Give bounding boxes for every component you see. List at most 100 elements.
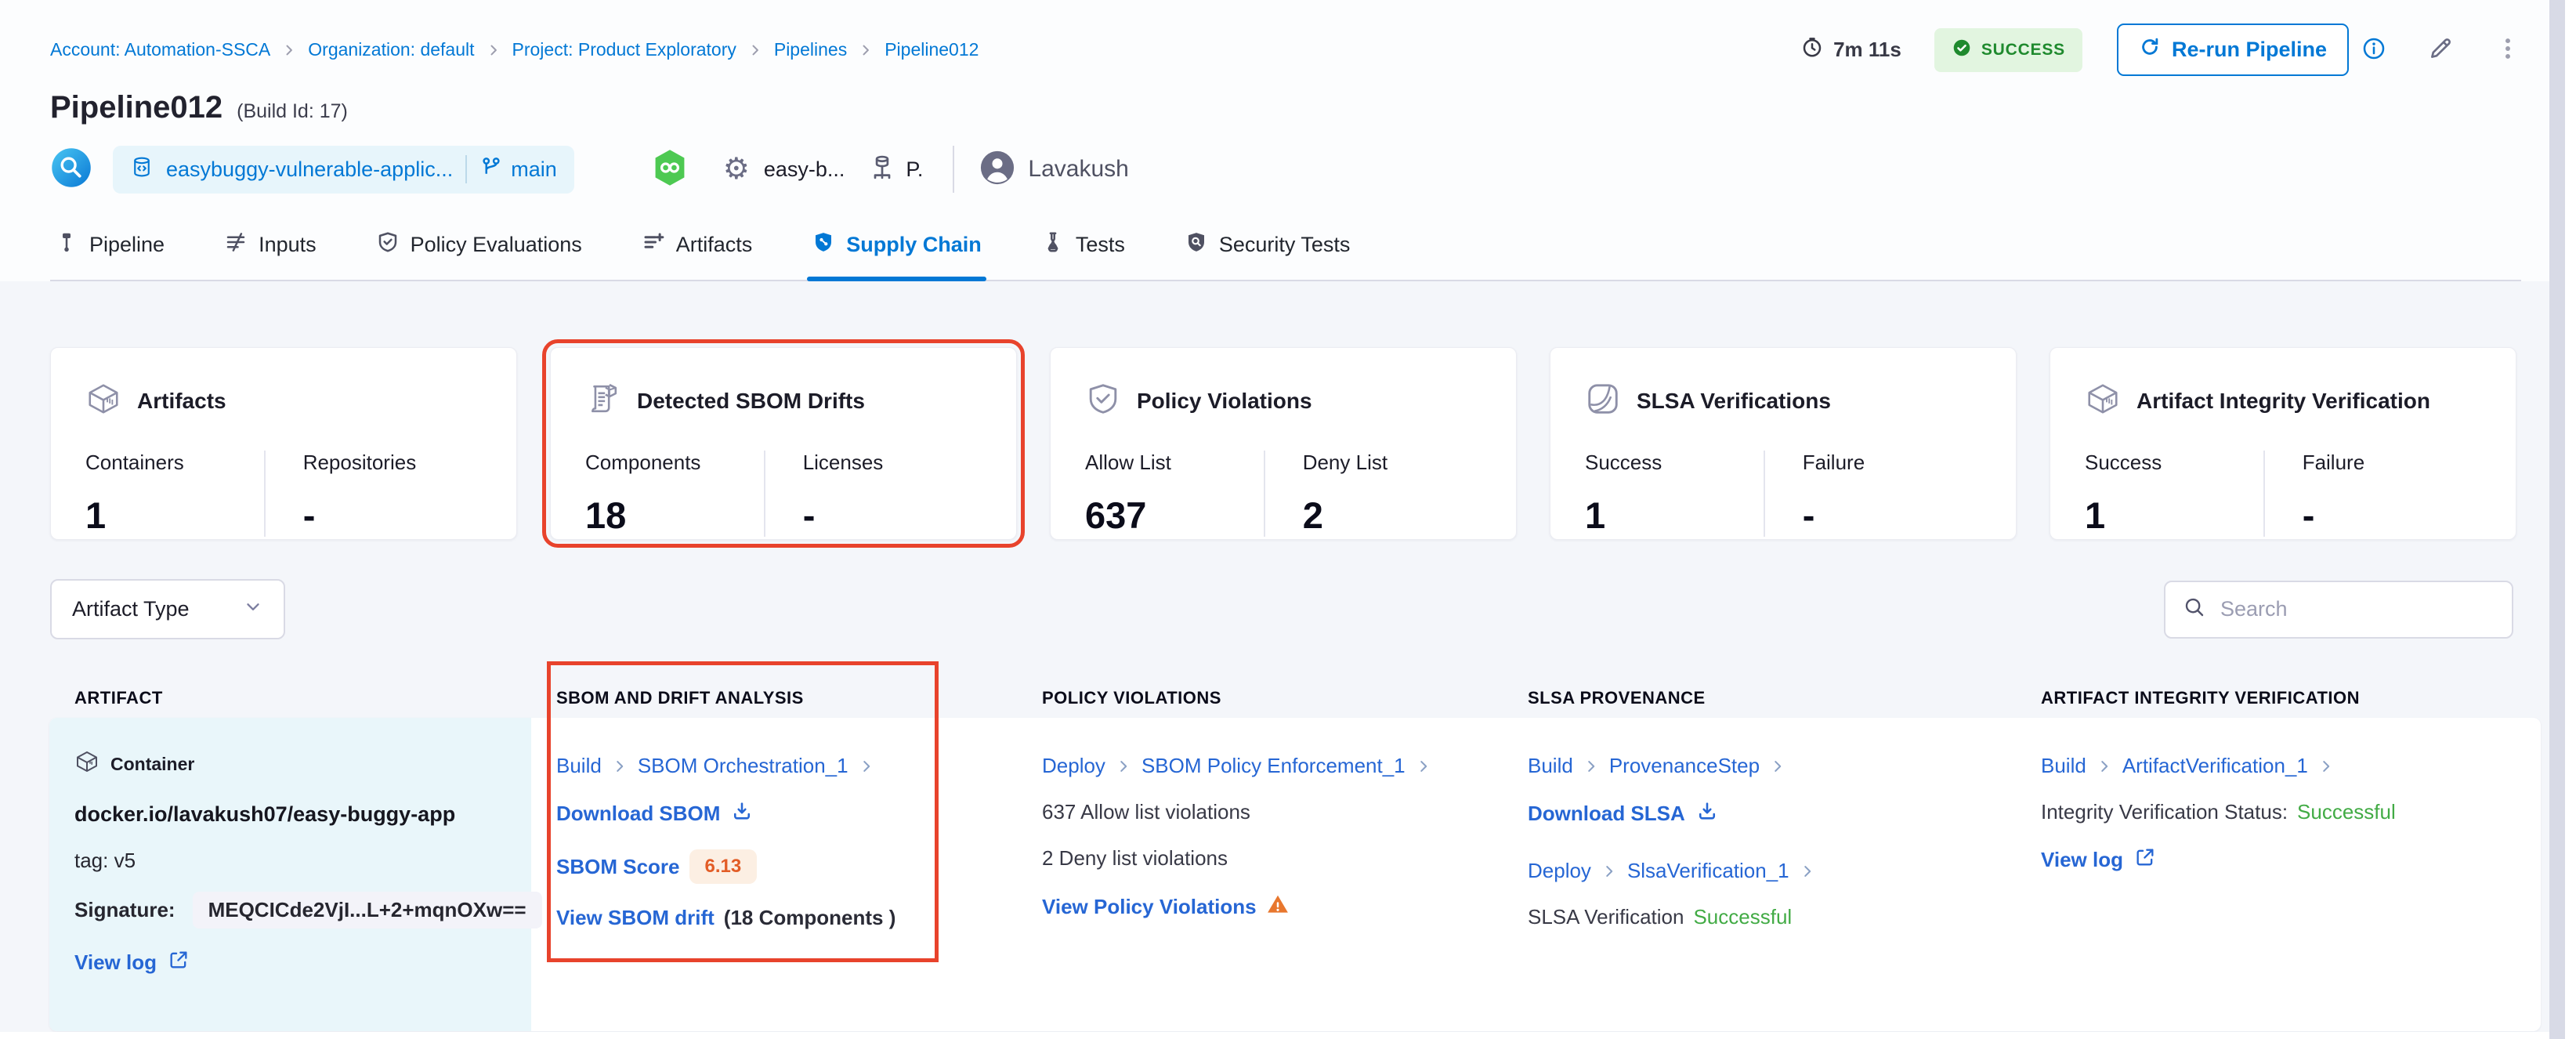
- drift-components-count: (18 Components ): [723, 906, 896, 929]
- column-header-slsa: SLSA PROVENANCE: [1528, 688, 1706, 708]
- tab-inputs[interactable]: Inputs: [219, 218, 321, 280]
- tab-pipeline[interactable]: Pipeline: [50, 218, 169, 280]
- supply-chain-shield-icon: [812, 230, 835, 259]
- stat-label: Repositories: [302, 451, 417, 474]
- card-artifacts: Artifacts Containers 1 Repositories -: [50, 347, 517, 540]
- summary-cards: Artifacts Containers 1 Repositories - Dete…: [50, 339, 2516, 548]
- search-input[interactable]: [2220, 597, 2498, 621]
- trigger-info: ⚙ easy-b... P. Lavakush: [649, 146, 1129, 193]
- top-header: Account: Automation-SSCA Organization: d…: [0, 0, 2576, 281]
- project-abbr: P.: [906, 157, 924, 181]
- stat-label: Failure: [2302, 451, 2365, 474]
- column-header-policy: POLICY VIOLATIONS: [1042, 688, 1221, 708]
- stat-value: -: [302, 494, 316, 536]
- view-sbom-drift-link[interactable]: View SBOM drift: [556, 906, 715, 930]
- step-link[interactable]: ProvenanceStep: [1608, 754, 1760, 777]
- shield-check-icon: [1085, 381, 1121, 421]
- stat-value: -: [2302, 494, 2315, 536]
- step-link[interactable]: ArtifactVerification_1: [2122, 754, 2308, 777]
- breadcrumb-pipelines[interactable]: Pipelines: [773, 39, 848, 60]
- artifact-cell: Container docker.io/lavakush07/easy-bugg…: [49, 718, 542, 1031]
- card-title: Artifacts: [137, 388, 226, 413]
- package-icon: [74, 749, 99, 779]
- sbom-score-badge: 6.13: [689, 849, 758, 884]
- search-box: [2164, 580, 2513, 639]
- download-icon: [1696, 800, 1718, 827]
- sbom-drift-cell: Build SBOM Orchestration_1 Download SBOM…: [531, 718, 1017, 1031]
- card-detected-sbom-drifts: Detected SBOM Drifts Components 18 Licens…: [542, 339, 1025, 548]
- artifact-type-select[interactable]: Artifact Type: [50, 579, 285, 639]
- execution-actions: 7m 11s SUCCESS Re-run Pipeline: [1800, 24, 2521, 76]
- chevron-right-icon: [2317, 758, 2335, 775]
- check-circle-icon: [1952, 38, 1972, 63]
- warning-icon: [1266, 892, 1290, 921]
- stage-link[interactable]: Deploy: [1042, 754, 1105, 777]
- card-title: Artifact Integrity Verification: [2136, 388, 2430, 413]
- rerun-pipeline-button[interactable]: Re-run Pipeline: [2116, 24, 2349, 76]
- stat-label: Success: [2085, 451, 2162, 474]
- tab-tests[interactable]: Tests: [1037, 218, 1130, 280]
- stage-link[interactable]: Build: [2041, 754, 2086, 777]
- download-slsa-link[interactable]: Download SLSA: [1528, 800, 1718, 827]
- footer-strip: [0, 1032, 2576, 1039]
- stat-value: -: [802, 494, 816, 536]
- card-title: Detected SBOM Drifts: [637, 388, 865, 413]
- tab-supply-chain[interactable]: Supply Chain: [807, 218, 986, 281]
- stat-value: 637: [1085, 494, 1147, 536]
- deny-list-violations: 2 Deny list violations: [1042, 846, 1228, 870]
- view-log-link[interactable]: View log: [74, 949, 190, 976]
- step-link[interactable]: SlsaVerification_1: [1626, 859, 1789, 882]
- artifact-tag: tag: v5: [74, 849, 136, 872]
- signature-label: Signature:: [74, 898, 175, 921]
- repo-branch-pill[interactable]: easybuggy-vulnerable-applic... main: [113, 145, 574, 194]
- view-log-link[interactable]: View log: [2041, 846, 2156, 874]
- more-options-button[interactable]: [2495, 35, 2521, 64]
- download-sbom-label: Download SBOM: [556, 802, 721, 825]
- tab-security-tests[interactable]: Security Tests: [1180, 218, 1355, 280]
- artifact-type-label: Container: [110, 753, 195, 774]
- artifact-integrity-cell: Build ArtifactVerification_1 Integrity V…: [2016, 718, 2541, 1031]
- card-policy-violations: Policy Violations Allow List 637 Deny Lis…: [1050, 347, 1517, 540]
- view-policy-violations-link[interactable]: View Policy Violations: [1042, 895, 1257, 919]
- breadcrumb-account[interactable]: Account: Automation-SSCA: [50, 39, 271, 60]
- pill-divider: [465, 155, 468, 183]
- breadcrumb-organization[interactable]: Organization: default: [308, 39, 475, 60]
- stage-link[interactable]: Build: [556, 754, 602, 777]
- step-link[interactable]: SBOM Policy Enforcement_1: [1141, 754, 1406, 777]
- tab-artifacts[interactable]: Artifacts: [637, 218, 758, 280]
- filter-bar: Artifact Type: [50, 579, 2513, 639]
- stat-label: Allow List: [1085, 451, 1171, 474]
- chevron-right-icon: [1583, 758, 1600, 775]
- infrastructure-icon: [868, 154, 896, 186]
- search-icon: [2183, 596, 2206, 623]
- chevron-right-icon: [1415, 758, 1432, 775]
- tab-label: Artifacts: [675, 233, 753, 256]
- stat-value: -: [1802, 494, 1815, 536]
- card-title: Policy Violations: [1137, 388, 1312, 413]
- chevron-right-icon: [486, 42, 501, 58]
- supply-chain-content: Artifacts Containers 1 Repositories - Dete…: [0, 281, 2576, 1039]
- download-sbom-link[interactable]: Download SBOM: [556, 800, 753, 827]
- sbom-score-link[interactable]: SBOM Score: [556, 855, 680, 879]
- stat-label: Licenses: [802, 451, 884, 474]
- chevron-right-icon: [858, 758, 875, 775]
- breadcrumb-pipeline012[interactable]: Pipeline012: [885, 39, 979, 60]
- integrity-status-value: Successful: [2297, 800, 2396, 824]
- vertical-scrollbar[interactable]: [2549, 0, 2565, 1039]
- stage-link[interactable]: Build: [1528, 754, 1573, 777]
- external-link-icon: [168, 949, 190, 976]
- view-log-label: View log: [2041, 848, 2123, 871]
- info-button[interactable]: [2361, 36, 2386, 63]
- trigger-name: easy-b...: [763, 157, 845, 181]
- step-link[interactable]: SBOM Orchestration_1: [637, 754, 848, 777]
- shield-search-icon: [1185, 230, 1208, 259]
- tab-policy-evaluations[interactable]: Policy Evaluations: [371, 218, 587, 280]
- branch-name: main: [511, 157, 557, 181]
- edit-pipeline-button[interactable]: [2427, 35, 2454, 64]
- kebab-menu-icon: [2495, 35, 2521, 64]
- breadcrumb-project[interactable]: Project: Product Exploratory: [512, 39, 736, 60]
- branch-label: main: [479, 155, 557, 184]
- stage-link[interactable]: Deploy: [1528, 859, 1591, 882]
- slsa-verification-label: SLSA Verification: [1528, 905, 1684, 929]
